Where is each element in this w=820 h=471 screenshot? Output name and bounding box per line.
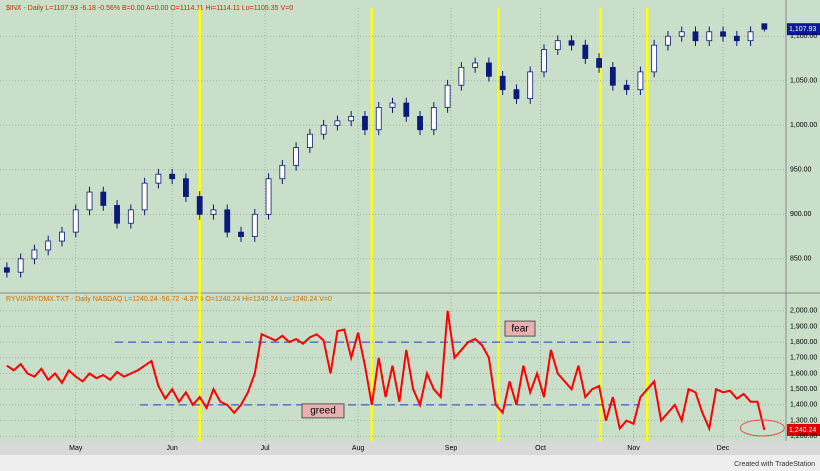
last-value-box — [787, 423, 820, 436]
footer: Created with TradeStation — [734, 461, 815, 468]
status-bar — [0, 455, 820, 471]
candle-body — [678, 31, 685, 37]
candle-body — [59, 231, 65, 242]
x-tick-label: Oct — [535, 445, 546, 452]
candle-body — [527, 71, 534, 99]
candle-body — [320, 124, 327, 135]
candle-body — [196, 196, 203, 215]
y-tick-label: 1,200.00 — [790, 433, 817, 440]
candle-body — [141, 182, 148, 211]
candle-body — [403, 102, 410, 117]
candle-body — [486, 62, 492, 77]
candle-body — [45, 240, 52, 251]
last-value-label: 1,107.93 — [789, 26, 816, 33]
x-tick-label: Aug — [352, 445, 365, 452]
candle-body — [472, 62, 479, 68]
x-tick-label: Nov — [627, 445, 640, 452]
candle-body — [362, 115, 368, 131]
y-tick-label: 900.00 — [790, 211, 812, 218]
top-title: $INX - Daily L=1107.93 -6.18 -0.56% B=0.… — [6, 5, 293, 12]
y-tick-label: 1,300.00 — [790, 417, 817, 424]
candle-body — [169, 173, 176, 180]
candle-body — [609, 67, 616, 86]
candle-body — [651, 44, 658, 73]
candle-body — [100, 191, 107, 206]
candle-body — [582, 44, 589, 59]
y-tick-label: 950.00 — [790, 167, 812, 174]
x-tick-label: May — [69, 445, 83, 452]
candle-body — [596, 58, 602, 68]
candle-body — [458, 67, 465, 86]
candle-body — [251, 213, 258, 237]
candle-body — [224, 209, 231, 233]
greed-label: greed — [310, 406, 336, 417]
candle-body — [3, 267, 10, 273]
bottom-title: RYVIX/RYDMX.TXT - Daily NASDAQ L=1240.24… — [6, 296, 332, 303]
candle-body — [720, 31, 726, 37]
candle-body — [279, 164, 286, 180]
time-axis — [0, 441, 820, 455]
candle-body — [114, 205, 120, 224]
candle-body — [568, 40, 575, 46]
candle-body — [554, 40, 561, 51]
last-value-label: 1,240.24 — [789, 427, 816, 434]
candle-body — [541, 49, 547, 73]
candle-body — [747, 31, 754, 42]
last-value-box — [787, 23, 820, 36]
candle-body — [86, 191, 93, 211]
candle-body — [265, 178, 272, 215]
y-tick-label: 1,900.00 — [790, 323, 817, 330]
x-tick-label: Jul — [261, 445, 270, 452]
y-tick-label: 2,000.00 — [790, 308, 817, 315]
grid — [0, 8, 785, 441]
y-tick-label: 1,500.00 — [790, 386, 817, 393]
candle-body — [348, 115, 355, 122]
candle-body — [513, 89, 520, 99]
candle-body — [623, 84, 630, 91]
candle-body — [430, 107, 437, 131]
candle-body — [210, 209, 217, 215]
candle-body — [761, 23, 768, 30]
fear-box — [504, 320, 536, 337]
y-tick-label: 1,100.00 — [790, 33, 817, 40]
y-tick-label: 1,050.00 — [790, 78, 817, 85]
end-highlight — [739, 419, 785, 437]
candle-body — [733, 35, 740, 42]
ratio-line — [6, 310, 766, 432]
candle-body — [155, 173, 162, 184]
candle-body — [31, 249, 38, 260]
x-tick-label: Sep — [445, 445, 458, 452]
candle-body — [127, 209, 134, 224]
y-tick-label: 1,600.00 — [790, 370, 817, 377]
y-tick-label: 1,400.00 — [790, 402, 817, 409]
fear-label: fear — [511, 324, 529, 335]
candle-body — [183, 178, 189, 197]
candle-body — [293, 147, 299, 166]
candle-body — [444, 84, 451, 108]
candle-body — [417, 115, 423, 131]
candle-body — [375, 107, 382, 131]
y-tick-label: 1,000.00 — [790, 122, 817, 129]
x-tick-label: Jun — [167, 445, 178, 452]
candle-body — [499, 75, 506, 91]
candle-body — [17, 258, 24, 273]
y-tick-label: 850.00 — [790, 256, 812, 263]
y-tick-label: 1,800.00 — [790, 339, 817, 346]
candle-body — [692, 31, 699, 42]
candle-body — [72, 209, 79, 233]
candle-body — [706, 31, 713, 42]
greed-box — [301, 403, 345, 419]
candle-body — [306, 133, 313, 148]
candle-body — [665, 35, 671, 46]
marks: 1,107.93 fear greed 1,240.24 — [3, 23, 820, 437]
y-tick-label: 1,700.00 — [790, 355, 817, 362]
candle-body — [637, 71, 644, 91]
x-tick-label: Dec — [717, 445, 730, 452]
candle-body — [334, 120, 341, 126]
candle-body — [238, 231, 244, 237]
candle-body — [389, 102, 396, 108]
